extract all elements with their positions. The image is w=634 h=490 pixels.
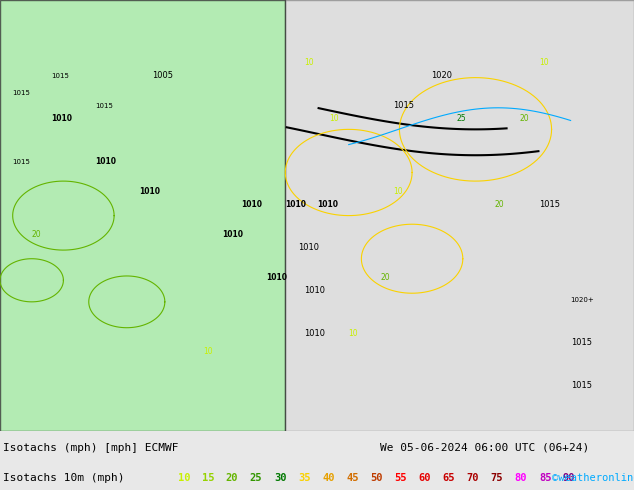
Text: 1010: 1010	[285, 200, 306, 209]
Text: 70: 70	[467, 473, 479, 483]
Text: ©weatheronline.co.uk: ©weatheronline.co.uk	[552, 473, 634, 483]
Text: 1015: 1015	[571, 381, 592, 390]
Text: 20: 20	[380, 273, 390, 282]
Text: 1015: 1015	[539, 200, 560, 209]
Text: 1010: 1010	[51, 114, 72, 122]
Text: 1010: 1010	[95, 157, 116, 166]
Text: 45: 45	[346, 473, 359, 483]
Text: 75: 75	[491, 473, 503, 483]
Text: 20: 20	[520, 114, 529, 122]
Text: 60: 60	[418, 473, 431, 483]
FancyBboxPatch shape	[285, 0, 634, 431]
Text: 50: 50	[370, 473, 383, 483]
Text: 20: 20	[32, 230, 41, 239]
Text: 10: 10	[178, 473, 190, 483]
Text: 1010: 1010	[298, 243, 319, 252]
Text: 1010: 1010	[304, 286, 325, 295]
Text: 80: 80	[515, 473, 527, 483]
Text: 1020: 1020	[431, 71, 452, 79]
Text: 15: 15	[202, 473, 214, 483]
Text: 1010: 1010	[139, 187, 160, 196]
Text: 1015: 1015	[95, 103, 113, 109]
Text: 10: 10	[349, 329, 358, 338]
Text: We 05-06-2024 06:00 UTC (06+24): We 05-06-2024 06:00 UTC (06+24)	[380, 443, 590, 453]
Text: 1015: 1015	[393, 101, 414, 110]
Text: 40: 40	[322, 473, 335, 483]
Text: 35: 35	[298, 473, 311, 483]
Text: 1015: 1015	[13, 90, 30, 96]
Text: 25: 25	[456, 114, 466, 122]
Text: 85: 85	[539, 473, 552, 483]
Text: 25: 25	[250, 473, 262, 483]
Text: 1015: 1015	[13, 159, 30, 165]
Text: 1010: 1010	[241, 200, 262, 209]
Text: 10: 10	[539, 58, 548, 67]
Text: 1005: 1005	[152, 71, 173, 79]
FancyBboxPatch shape	[0, 0, 285, 431]
Text: Isotachs (mph) [mph] ECMWF: Isotachs (mph) [mph] ECMWF	[3, 443, 179, 453]
Text: 65: 65	[443, 473, 455, 483]
Text: 1010: 1010	[222, 230, 243, 239]
Text: 1020+: 1020+	[571, 297, 594, 303]
Text: 10: 10	[393, 187, 403, 196]
Text: 10: 10	[330, 114, 339, 122]
Text: 1010: 1010	[266, 273, 287, 282]
Text: 1010: 1010	[304, 329, 325, 338]
Text: 1010: 1010	[317, 200, 338, 209]
Text: 10: 10	[304, 58, 314, 67]
Text: 90: 90	[563, 473, 576, 483]
Text: 20: 20	[495, 200, 504, 209]
Text: 1015: 1015	[51, 73, 68, 78]
Text: Isotachs 10m (mph): Isotachs 10m (mph)	[3, 473, 125, 483]
Text: 10: 10	[203, 346, 212, 356]
Text: 55: 55	[394, 473, 407, 483]
Text: 30: 30	[274, 473, 287, 483]
Text: 20: 20	[226, 473, 238, 483]
Text: 1015: 1015	[571, 338, 592, 347]
